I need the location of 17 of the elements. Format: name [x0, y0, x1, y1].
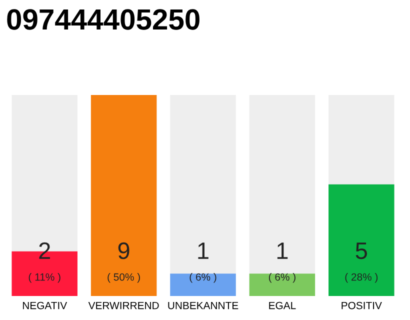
- bar: [170, 274, 236, 296]
- x-tick-label: NEGATIV: [22, 302, 68, 310]
- x-tick-label: VERWIRREND: [88, 302, 159, 310]
- x-tick-label: POSITIV: [342, 302, 382, 310]
- x-tick-label: UNBEKANNTE: [168, 302, 238, 310]
- data-label: 9: [118, 242, 130, 260]
- annotation: ( 28% ): [345, 273, 378, 283]
- data-label: 5: [356, 242, 367, 260]
- annotation: ( 11% ): [28, 273, 60, 283]
- annotation: ( 6% ): [268, 273, 296, 283]
- data-label: 1: [277, 242, 288, 259]
- annotation: ( 6% ): [190, 273, 216, 283]
- x-tick-label: EGAL: [269, 302, 296, 310]
- data-label: 1: [198, 242, 208, 259]
- bar: [249, 274, 316, 296]
- annotation: ( 50% ): [108, 273, 140, 283]
- chart-title: 097444405250: [7, 9, 200, 30]
